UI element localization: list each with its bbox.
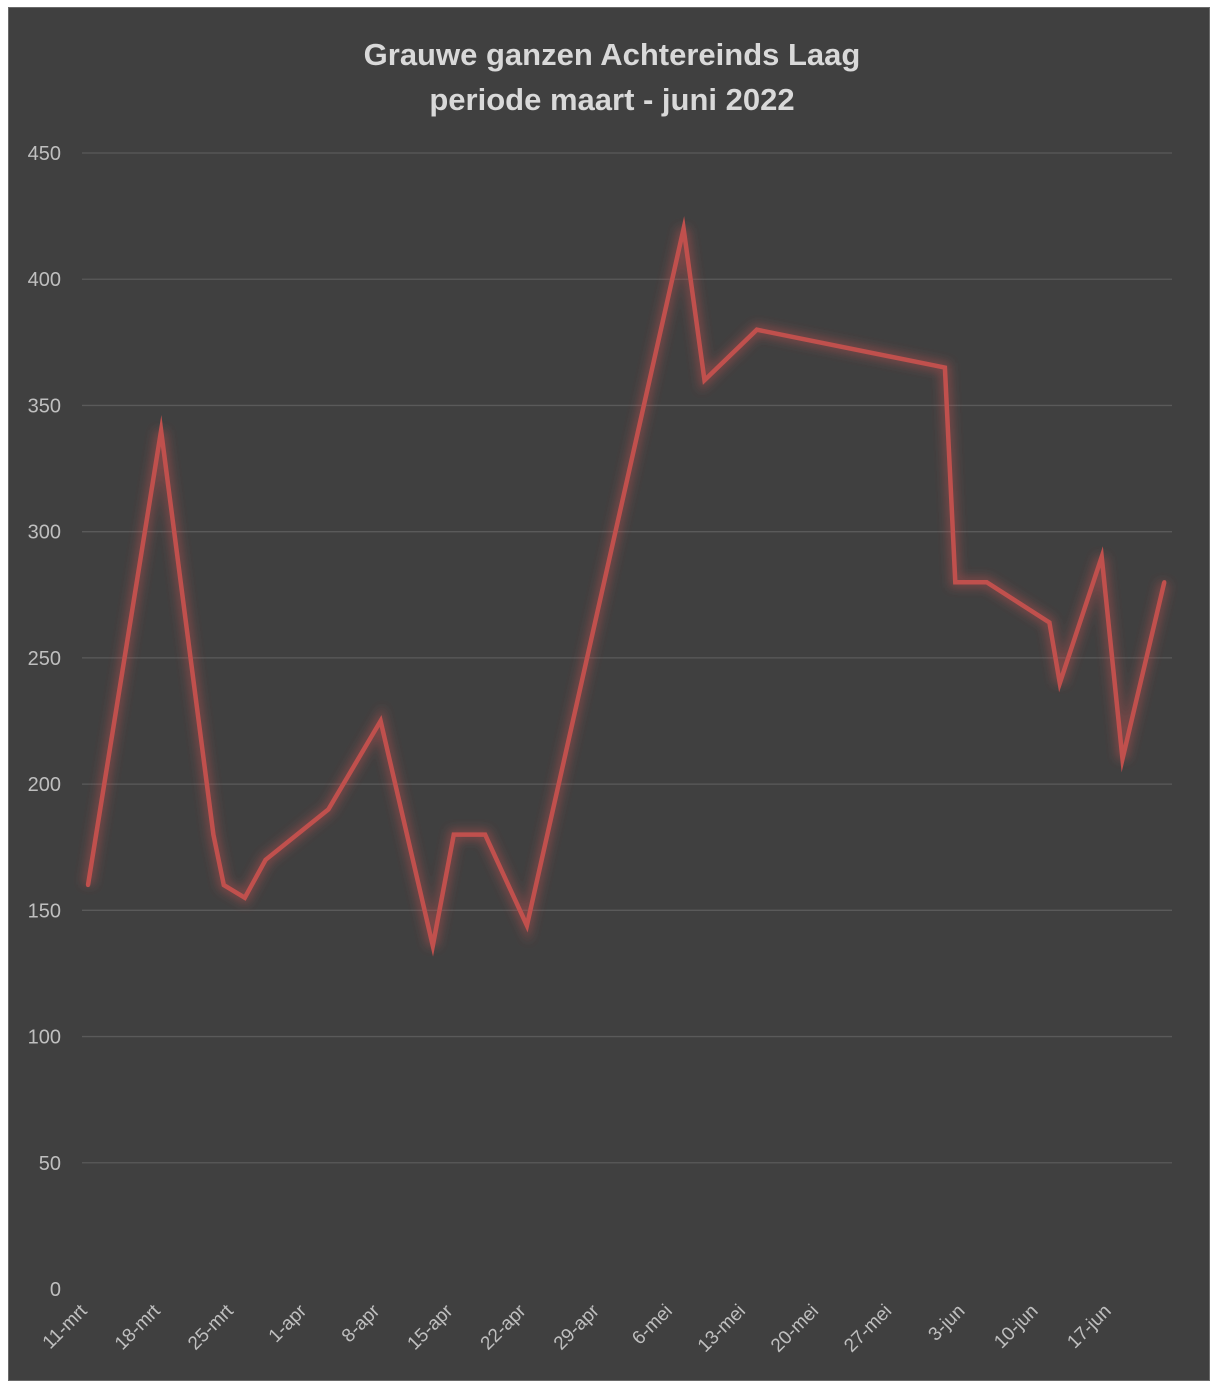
x-tick-label: 25-mrt	[184, 1300, 238, 1354]
data-point	[984, 580, 989, 585]
y-tick-label: 450	[28, 143, 61, 165]
data-point	[1162, 580, 1167, 585]
data-point	[942, 365, 947, 370]
y-axis-ticks: 0 50 100 150 200 250 300 350 400 450	[28, 143, 61, 1301]
data-point	[702, 378, 707, 383]
x-tick-label: 3-jun	[925, 1301, 970, 1346]
data-point	[242, 895, 247, 900]
chart-area	[8, 7, 1210, 1381]
data-point	[1099, 554, 1104, 559]
data-point	[1047, 620, 1052, 625]
data-point	[86, 883, 90, 888]
series-line-glow	[82, 227, 1170, 947]
x-tick-label: 11-mrt	[39, 1300, 92, 1353]
y-tick-label: 400	[28, 269, 61, 291]
y-tick-label: 50	[39, 1153, 61, 1175]
x-tick-label: 17-jun	[1063, 1301, 1115, 1353]
chart-title-line-1: Grauwe ganzen Achtereinds Laag	[364, 37, 861, 72]
data-point	[681, 226, 686, 231]
series-group	[82, 216, 1170, 957]
y-tick-label: 350	[28, 395, 61, 417]
x-tick-label: 8-apr	[338, 1300, 385, 1347]
x-tick-label: 13-mei	[694, 1301, 750, 1357]
data-point	[159, 428, 164, 433]
data-point	[378, 719, 383, 723]
x-tick-label: 6-mei	[628, 1301, 676, 1349]
data-point	[430, 943, 435, 948]
data-point	[211, 832, 216, 837]
data-point	[953, 580, 958, 585]
gridlines	[82, 152, 1172, 1164]
data-point	[483, 832, 488, 837]
data-point	[326, 807, 331, 812]
x-axis-ticks: 11-mrt 18-mrt 25-mrt 1-apr 8-apr 15-apr 22-apr…	[39, 1300, 1116, 1356]
x-tick-label: 29-apr	[550, 1300, 604, 1354]
y-tick-label: 100	[28, 1027, 61, 1049]
x-tick-label: 10-jun	[990, 1301, 1042, 1353]
chart-title-line-2: periode maart - juni 2022	[429, 82, 794, 117]
x-tick-label: 27-mei	[840, 1301, 896, 1357]
data-point	[754, 327, 759, 332]
x-tick-label: 15-apr	[404, 1300, 458, 1354]
data-point	[1120, 756, 1125, 761]
data-point	[263, 857, 268, 862]
y-tick-label: 0	[50, 1279, 61, 1301]
y-tick-label: 200	[28, 774, 61, 796]
data-point	[1057, 681, 1062, 686]
y-tick-label: 300	[28, 522, 61, 544]
y-tick-label: 150	[28, 900, 61, 922]
x-tick-label: 20-mei	[767, 1301, 823, 1357]
x-tick-label: 1-apr	[265, 1300, 312, 1347]
x-tick-label: 22-apr	[477, 1300, 531, 1354]
x-tick-label: 18-mrt	[111, 1300, 165, 1354]
data-point	[221, 883, 226, 888]
y-tick-label: 250	[28, 648, 61, 670]
data-point	[451, 832, 456, 837]
data-point	[524, 923, 529, 928]
